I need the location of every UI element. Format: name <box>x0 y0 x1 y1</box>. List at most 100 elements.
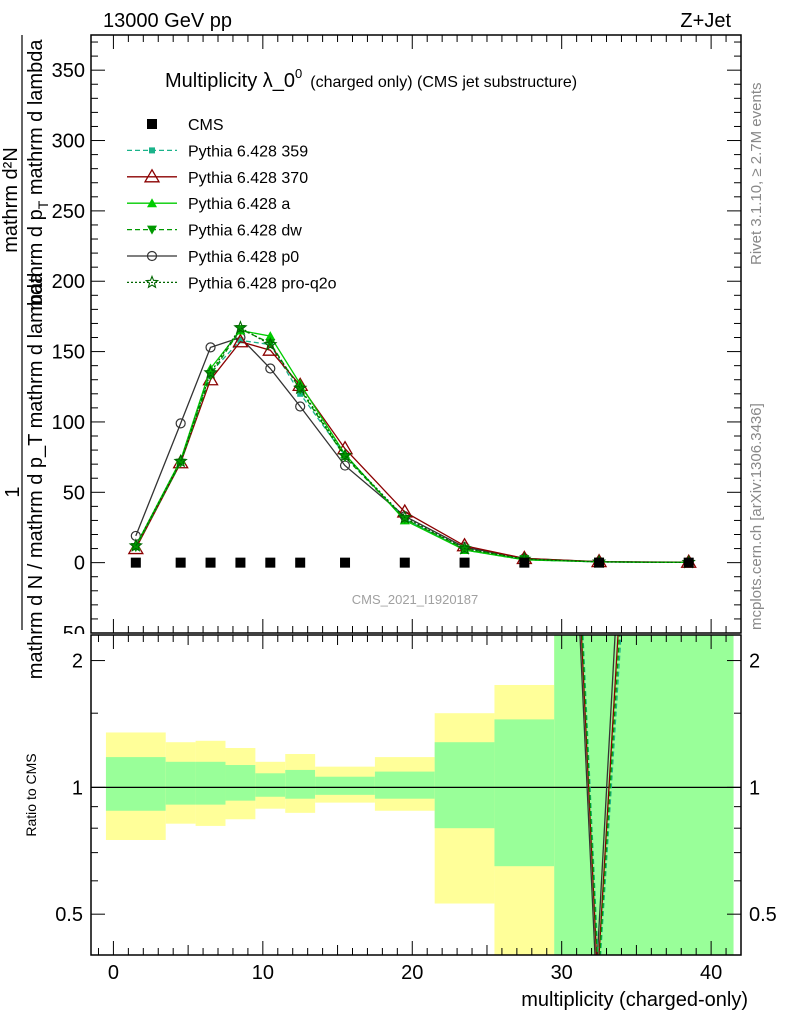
main-series-layer <box>127 320 697 569</box>
series-line-pdw <box>135 328 689 564</box>
legend-item-p359: Pythia 6.428 359 <box>127 143 308 160</box>
y-tick-label: 200 <box>52 271 85 293</box>
x-tick-label: 40 <box>700 962 722 984</box>
pp0-marker <box>146 250 158 262</box>
p359-marker <box>149 147 155 154</box>
legend-label: Pythia 6.428 a <box>188 196 290 213</box>
pq2o-marker <box>144 274 160 289</box>
ratio-band-inner <box>165 761 196 805</box>
ratio-band-inner <box>225 765 256 801</box>
series-cms <box>130 557 694 568</box>
y-tick-label: 150 <box>52 342 85 364</box>
ratio-band-inner <box>374 771 435 799</box>
series-line-pq2o <box>135 326 689 564</box>
legend-label: CMS <box>188 117 224 134</box>
rivet-label: Rivet 3.1.10, ≥ 2.7M events <box>748 83 765 266</box>
legend-item-cms: CMS <box>147 117 224 134</box>
y-label-inner-denominator: mathrm d pT mathrm d lambda <box>25 39 51 311</box>
y-label-numerator: 1 <box>2 486 24 497</box>
pq2o-marker <box>337 448 353 462</box>
y-tick-label: 300 <box>52 131 85 153</box>
cms-marker <box>459 557 470 568</box>
mcplots-label: mcplots.cern.ch [arXiv:1306.3436] <box>748 403 765 630</box>
pq2o-marker <box>128 538 143 552</box>
pdw-marker <box>265 339 276 349</box>
plot-title-suffix: (charged only) (CMS jet substructure) <box>310 74 577 91</box>
legend-label: Pythia 6.428 p0 <box>188 249 299 266</box>
y-tick-label: 100 <box>52 412 85 434</box>
pp0-marker <box>265 363 276 374</box>
x-tick-label: 10 <box>252 962 274 984</box>
pq2o-marker <box>457 541 472 555</box>
pq2o-marker <box>173 453 188 468</box>
main-plot-panel: 0 50 100 150 200 250 300 350 50 Multiplicity λ_0… <box>52 34 742 645</box>
cms-marker <box>519 557 530 568</box>
cms-marker <box>235 557 246 568</box>
ratio-band-inner <box>315 776 375 795</box>
x-tick-label: 0 <box>108 962 119 984</box>
process-label: Z+Jet <box>680 10 731 32</box>
p370-marker <box>143 168 161 183</box>
ratio-line-p359 <box>582 635 622 955</box>
ratio-y-tick-label: 1 <box>72 777 83 799</box>
pdw-marker <box>130 543 141 553</box>
pp0-marker <box>205 342 216 353</box>
ratio-y-tick-label: 2 <box>72 651 83 673</box>
ratio-plot-frame <box>90 634 742 956</box>
x-axis-label: multiplicity (charged-only) <box>521 989 748 1011</box>
y-label-inner-den-tail: mathrm d lambda <box>25 39 47 201</box>
cms-marker <box>147 119 157 129</box>
ratio-y-tick-label: 0.5 <box>55 904 83 926</box>
pdw-marker <box>235 325 246 335</box>
pp0-marker <box>295 401 306 412</box>
pq2o-marker <box>397 510 412 524</box>
series-pq2o <box>128 320 696 569</box>
ratio-y-label: Ratio to CMS <box>23 753 39 836</box>
pdw-marker <box>399 515 410 525</box>
legend-item-pa: Pythia 6.428 a <box>127 196 290 213</box>
ratio-band-inner <box>255 773 286 797</box>
pdw-marker <box>340 453 351 463</box>
y-label-denominator: mathrm d N / mathrm d p_T mathrm d lambd… <box>25 272 47 679</box>
cms-marker <box>295 557 306 568</box>
cms-marker <box>594 557 605 568</box>
legend-item-pdw: Pythia 6.428 dw <box>127 223 302 240</box>
ratio-band-inner <box>494 719 555 867</box>
plot-title-main: Multiplicity λ_0 <box>165 70 295 92</box>
y-tick-label-partial: 50 <box>63 623 85 645</box>
main-plot-frame <box>90 34 742 634</box>
ratio-lines <box>579 635 622 955</box>
legend-label: Pythia 6.428 359 <box>188 143 308 160</box>
cms-marker <box>399 557 410 568</box>
pq2o-marker <box>263 337 278 351</box>
pq2o-marker <box>203 365 218 379</box>
ratio-band-inner <box>434 742 495 829</box>
cms-marker <box>205 557 216 568</box>
series-line-p370 <box>135 340 689 563</box>
p370-marker <box>232 333 249 348</box>
pp0-marker <box>175 418 186 429</box>
ratio-y-tick-label-right: 2 <box>749 651 760 673</box>
y-tick-label: 0 <box>74 553 85 575</box>
ratio-line-pdw <box>581 635 621 955</box>
watermark: CMS_2021_I1920187 <box>352 592 479 607</box>
x-tick-label: 30 <box>551 962 573 984</box>
pdw-marker <box>147 225 157 235</box>
legend-label: Pythia 6.428 370 <box>188 170 308 187</box>
pa-marker <box>147 198 157 208</box>
legend-item-p370: Pythia 6.428 370 <box>127 168 308 187</box>
legend-label: Pythia 6.428 dw <box>188 223 302 240</box>
y-label-inner-den-main: mathrm d p <box>25 209 47 310</box>
y-label-inner-den-sub: T <box>35 200 51 209</box>
y-tick-label: 350 <box>52 60 85 82</box>
legend-label: Pythia 6.428 pro-q2o <box>188 275 337 292</box>
pq2o-marker <box>293 380 308 395</box>
ratio-ticks: 0.5 0.51 12 20 10 20 30 40 <box>55 635 777 984</box>
ratio-band-inner <box>195 761 226 805</box>
plot-title-sup: 0 <box>295 66 302 81</box>
ratio-y-tick-label-right: 1 <box>749 777 760 799</box>
y-label-inner-numerator: mathrm d²N <box>0 147 22 253</box>
series-line-pp0 <box>135 336 689 564</box>
cms-marker <box>340 557 351 568</box>
